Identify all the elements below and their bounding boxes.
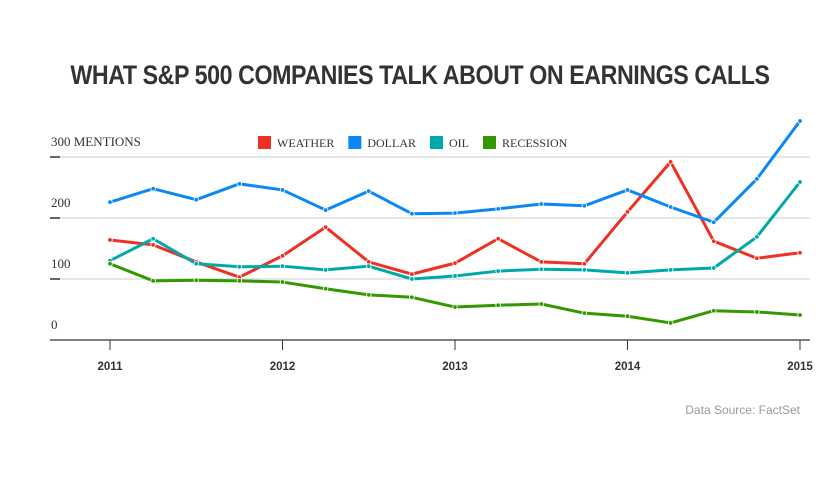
data-point: [452, 304, 458, 310]
y-tick-label: 0: [51, 317, 58, 332]
data-point: [667, 267, 674, 273]
legend-swatch: [430, 136, 443, 149]
data-point: [581, 267, 588, 273]
data-point: [624, 313, 631, 319]
data-point: [107, 199, 113, 205]
data-point: [366, 188, 372, 194]
data-point: [322, 224, 329, 230]
data-point: [366, 263, 372, 269]
data-point: [236, 278, 243, 284]
x-tick-label: 2015: [787, 361, 813, 373]
data-point: [409, 294, 415, 300]
legend-label: WEATHER: [277, 136, 334, 150]
legend-label: RECESSION: [502, 136, 568, 150]
data-point: [409, 276, 415, 282]
data-point: [797, 179, 803, 185]
data-point: [538, 201, 544, 207]
data-point: [581, 310, 588, 316]
data-point: [538, 266, 544, 272]
y-tick-label: 100: [51, 256, 71, 271]
data-point: [236, 264, 243, 270]
x-tick-label: 2012: [270, 361, 296, 373]
data-point: [322, 267, 329, 273]
x-tick-label: 2011: [98, 361, 124, 373]
data-point: [193, 277, 199, 283]
data-point: [495, 268, 501, 274]
data-point: [538, 259, 544, 265]
data-point: [150, 278, 156, 284]
data-point: [797, 312, 803, 318]
data-point: [495, 206, 501, 212]
legend-swatch: [258, 136, 271, 149]
data-point: [711, 265, 717, 271]
data-point: [366, 292, 372, 298]
legend-label: OIL: [449, 136, 469, 150]
data-point: [107, 237, 113, 243]
data-point: [754, 176, 760, 182]
series-line: [109, 262, 801, 325]
x-tick-label: 2014: [615, 361, 641, 373]
data-point: [279, 263, 286, 269]
data-point: [452, 210, 458, 216]
data-point: [150, 242, 156, 248]
data-point: [754, 309, 760, 315]
data-point: [754, 255, 760, 261]
x-tick-label: 2013: [442, 361, 468, 373]
data-point: [409, 211, 415, 217]
data-point: [279, 187, 286, 193]
data-point: [667, 204, 674, 210]
data-point: [193, 196, 199, 203]
data-point: [624, 187, 631, 193]
data-source: Data Source: FactSet: [685, 403, 800, 417]
data-point: [797, 118, 803, 124]
y-tick-label: 300 MENTIONS: [51, 134, 141, 149]
data-point: [711, 308, 717, 314]
series-line: [109, 160, 801, 279]
data-point: [495, 302, 501, 308]
legend-swatch: [483, 136, 496, 149]
data-point: [667, 159, 674, 165]
data-point: [452, 260, 458, 266]
data-point: [279, 279, 286, 285]
data-point: [236, 181, 243, 187]
data-point: [150, 236, 156, 242]
data-point: [711, 219, 717, 225]
data-point: [797, 250, 803, 256]
legend-label: DOLLAR: [367, 136, 416, 150]
series-recession: [107, 261, 803, 326]
data-point: [581, 203, 588, 209]
data-point: [279, 253, 286, 259]
data-point: [624, 209, 631, 215]
data-point: [193, 261, 199, 267]
data-point: [754, 234, 760, 240]
data-point: [538, 301, 544, 307]
data-point: [581, 261, 588, 267]
data-point: [495, 236, 501, 242]
series-weather: [107, 159, 803, 280]
series-dollar: [107, 118, 803, 225]
data-point: [667, 320, 674, 326]
data-point: [409, 271, 415, 277]
y-tick-label: 200: [51, 195, 71, 210]
data-point: [322, 207, 329, 213]
data-point: [107, 261, 113, 267]
data-point: [452, 273, 458, 279]
data-point: [624, 270, 631, 276]
data-point: [150, 186, 156, 192]
legend-swatch: [348, 136, 362, 149]
chart-title: WHAT S&P 500 COMPANIES TALK ABOUT ON EAR…: [70, 60, 770, 90]
data-point: [711, 238, 717, 244]
data-point: [322, 286, 329, 292]
